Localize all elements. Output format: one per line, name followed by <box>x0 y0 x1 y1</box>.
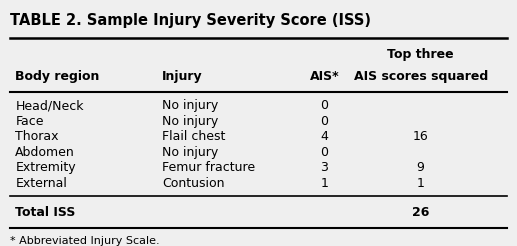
Text: Femur fracture: Femur fracture <box>162 161 255 174</box>
Text: 3: 3 <box>321 161 328 174</box>
Text: Total ISS: Total ISS <box>16 206 75 219</box>
Text: 1: 1 <box>417 177 424 190</box>
Text: 26: 26 <box>412 206 429 219</box>
Text: Flail chest: Flail chest <box>162 130 225 143</box>
Text: 16: 16 <box>413 130 429 143</box>
Text: 9: 9 <box>417 161 424 174</box>
Text: Extremity: Extremity <box>16 161 76 174</box>
Text: 4: 4 <box>321 130 328 143</box>
Text: Thorax: Thorax <box>16 130 59 143</box>
Text: No injury: No injury <box>162 99 219 112</box>
Text: 1: 1 <box>321 177 328 190</box>
Text: Injury: Injury <box>162 70 203 83</box>
Text: Body region: Body region <box>16 70 100 83</box>
Text: * Abbreviated Injury Scale.: * Abbreviated Injury Scale. <box>10 236 160 246</box>
Text: No injury: No injury <box>162 115 219 128</box>
Text: Abdomen: Abdomen <box>16 146 75 159</box>
Text: Top three: Top three <box>387 47 454 61</box>
Text: AIS scores squared: AIS scores squared <box>354 70 488 83</box>
Text: AIS*: AIS* <box>310 70 339 83</box>
Text: Head/Neck: Head/Neck <box>16 99 84 112</box>
Text: 0: 0 <box>321 146 328 159</box>
Text: 0: 0 <box>321 115 328 128</box>
Text: Face: Face <box>16 115 44 128</box>
Text: No injury: No injury <box>162 146 219 159</box>
Text: Contusion: Contusion <box>162 177 225 190</box>
Text: External: External <box>16 177 67 190</box>
Text: 0: 0 <box>321 99 328 112</box>
Text: TABLE 2. Sample Injury Severity Score (ISS): TABLE 2. Sample Injury Severity Score (I… <box>10 13 371 28</box>
